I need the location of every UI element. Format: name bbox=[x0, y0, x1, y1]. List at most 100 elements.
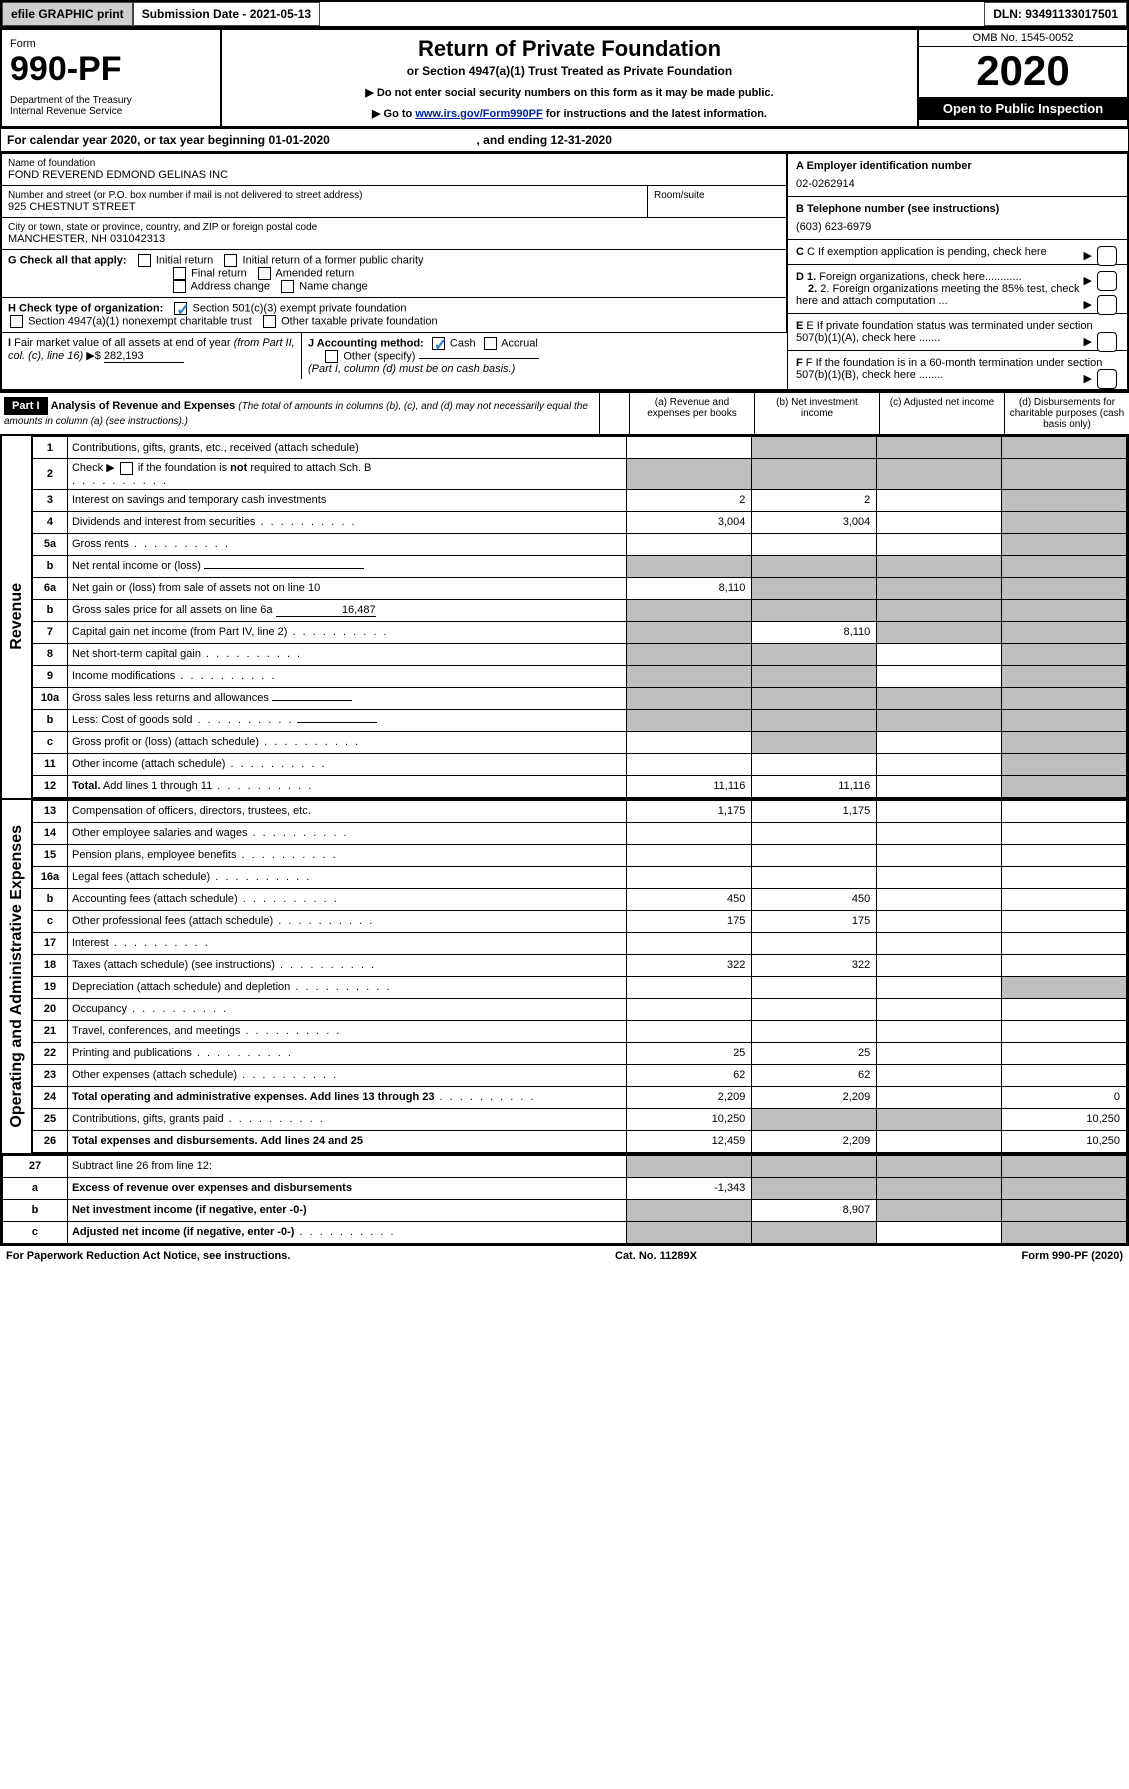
table-row: 21Travel, conferences, and meetings bbox=[33, 1020, 1127, 1042]
revenue-label: Revenue bbox=[6, 575, 28, 658]
phone-label: B Telephone number (see instructions) bbox=[796, 203, 1119, 215]
identity-block: Name of foundation FOND REVEREND EDMOND … bbox=[0, 152, 1129, 391]
checkbox-4947a1[interactable] bbox=[10, 315, 23, 328]
table-row: cGross profit or (loss) (attach schedule… bbox=[33, 731, 1127, 753]
table-row: 14Other employee salaries and wages bbox=[33, 822, 1127, 844]
checkbox-cash[interactable] bbox=[432, 337, 445, 350]
footer-form: Form 990-PF (2020) bbox=[1022, 1250, 1123, 1262]
table-row: 20Occupancy bbox=[33, 998, 1127, 1020]
addr-label: Number and street (or P.O. box number if… bbox=[8, 190, 641, 201]
phone-value: (603) 623-6979 bbox=[796, 221, 1119, 233]
table-row: 19Depreciation (attach schedule) and dep… bbox=[33, 976, 1127, 998]
table-row: 25Contributions, gifts, grants paid10,25… bbox=[33, 1108, 1127, 1130]
checkbox-501c3[interactable] bbox=[174, 302, 187, 315]
goto-note: ▶ Go to www.irs.gov/Form990PF for instru… bbox=[228, 107, 911, 120]
col-c-header: (c) Adjusted net income bbox=[879, 393, 1004, 434]
irs-link[interactable]: www.irs.gov/Form990PF bbox=[415, 108, 542, 120]
submission-date: Submission Date - 2021-05-13 bbox=[133, 2, 320, 26]
table-row: 18Taxes (attach schedule) (see instructi… bbox=[33, 954, 1127, 976]
table-row: 10aGross sales less returns and allowanc… bbox=[33, 687, 1127, 709]
foundation-name: FOND REVEREND EDMOND GELINAS INC bbox=[8, 169, 780, 181]
section-G: G Check all that apply: Initial return I… bbox=[2, 250, 787, 298]
table-row: 24Total operating and administrative exp… bbox=[33, 1086, 1127, 1108]
section-J: J Accounting method: Cash Accrual Other … bbox=[302, 333, 787, 379]
opex-table: 13Compensation of officers, directors, t… bbox=[32, 800, 1127, 1153]
table-row: 17Interest bbox=[33, 932, 1127, 954]
opex-block: Operating and Administrative Expenses 13… bbox=[0, 800, 1129, 1155]
table-row: 3Interest on savings and temporary cash … bbox=[33, 489, 1127, 511]
city-label: City or town, state or province, country… bbox=[8, 222, 780, 233]
table-row: 15Pension plans, employee benefits bbox=[33, 844, 1127, 866]
ein-value: 02-0262914 bbox=[796, 178, 1119, 190]
section-H: H Check type of organization: Section 50… bbox=[2, 298, 787, 333]
city-state-zip: MANCHESTER, NH 031042313 bbox=[8, 233, 780, 245]
table-row: aExcess of revenue over expenses and dis… bbox=[3, 1177, 1127, 1199]
checkbox-C[interactable] bbox=[1097, 246, 1117, 266]
ssn-warning: ▶ Do not enter social security numbers o… bbox=[228, 86, 911, 99]
checkbox-address-change[interactable] bbox=[173, 280, 186, 293]
table-row: 22Printing and publications2525 bbox=[33, 1042, 1127, 1064]
table-row: 23Other expenses (attach schedule)6262 bbox=[33, 1064, 1127, 1086]
checkbox-E[interactable] bbox=[1097, 332, 1117, 352]
section-I: I Fair market value of all assets at end… bbox=[2, 333, 302, 379]
top-bar: efile GRAPHIC print Submission Date - 20… bbox=[0, 0, 1129, 28]
form-header: Form 990-PF Department of the Treasury I… bbox=[0, 28, 1129, 128]
part-i-title: Analysis of Revenue and Expenses bbox=[51, 400, 236, 412]
checkbox-D1[interactable] bbox=[1097, 271, 1117, 291]
checkbox-F[interactable] bbox=[1097, 369, 1117, 389]
table-row: bGross sales price for all assets on lin… bbox=[33, 599, 1127, 621]
form-subtitle: or Section 4947(a)(1) Trust Treated as P… bbox=[228, 64, 911, 78]
table-row: 9Income modifications bbox=[33, 665, 1127, 687]
checkbox-amended[interactable] bbox=[258, 267, 271, 280]
part-i-header: Part I Analysis of Revenue and Expenses … bbox=[0, 391, 1129, 436]
opex-label: Operating and Administrative Expenses bbox=[6, 817, 28, 1136]
fmv-value: 282,193 bbox=[104, 350, 184, 363]
checkbox-final-return[interactable] bbox=[173, 267, 186, 280]
checkbox-D2[interactable] bbox=[1097, 295, 1117, 315]
section-D: D 1. Foreign organizations, check here..… bbox=[788, 265, 1127, 314]
table-row: cOther professional fees (attach schedul… bbox=[33, 910, 1127, 932]
section-E: E E If private foundation status was ter… bbox=[788, 314, 1127, 351]
table-row: 13Compensation of officers, directors, t… bbox=[33, 800, 1127, 822]
table-row: bAccounting fees (attach schedule)450450 bbox=[33, 888, 1127, 910]
col-d-header: (d) Disbursements for charitable purpose… bbox=[1004, 393, 1129, 434]
page-footer: For Paperwork Reduction Act Notice, see … bbox=[0, 1246, 1129, 1266]
checkbox-initial-return[interactable] bbox=[138, 254, 151, 267]
table-row: 16aLegal fees (attach schedule) bbox=[33, 866, 1127, 888]
checkbox-other-method[interactable] bbox=[325, 350, 338, 363]
checkbox-initial-former[interactable] bbox=[224, 254, 237, 267]
room-label: Room/suite bbox=[654, 190, 780, 201]
table-row: 7Capital gain net income (from Part IV, … bbox=[33, 621, 1127, 643]
col-b-header: (b) Net investment income bbox=[754, 393, 879, 434]
checkbox-other-taxable[interactable] bbox=[263, 315, 276, 328]
section-C: C C If exemption application is pending,… bbox=[788, 240, 1127, 265]
checkbox-name-change[interactable] bbox=[281, 280, 294, 293]
table-row: bNet investment income (if negative, ent… bbox=[3, 1199, 1127, 1221]
tax-year: 2020 bbox=[919, 47, 1127, 97]
calendar-year-row: For calendar year 2020, or tax year begi… bbox=[0, 128, 1129, 152]
table-row: 8Net short-term capital gain bbox=[33, 643, 1127, 665]
efile-print-button[interactable]: efile GRAPHIC print bbox=[2, 2, 133, 26]
omb-number: OMB No. 1545-0052 bbox=[919, 30, 1127, 47]
table-row: 26Total expenses and disbursements. Add … bbox=[33, 1130, 1127, 1152]
line27-table: 27Subtract line 26 from line 12: aExcess… bbox=[2, 1155, 1127, 1244]
footer-cat: Cat. No. 11289X bbox=[615, 1250, 697, 1262]
table-row: 5aGross rents bbox=[33, 533, 1127, 555]
part-i-tag: Part I bbox=[4, 397, 48, 415]
table-row: 6aNet gain or (loss) from sale of assets… bbox=[33, 577, 1127, 599]
table-row: 11Other income (attach schedule) bbox=[33, 753, 1127, 775]
table-row: 4Dividends and interest from securities3… bbox=[33, 511, 1127, 533]
section-F: F F If the foundation is in a 60-month t… bbox=[788, 351, 1127, 387]
col-a-header: (a) Revenue and expenses per books bbox=[629, 393, 754, 434]
footer-left: For Paperwork Reduction Act Notice, see … bbox=[6, 1250, 290, 1262]
checkbox-sch-b[interactable] bbox=[120, 462, 133, 475]
dln-label: DLN: 93491133017501 bbox=[984, 2, 1127, 26]
ein-label: A Employer identification number bbox=[796, 160, 1119, 172]
table-row: 12Total. Add lines 1 through 1111,11611,… bbox=[33, 775, 1127, 797]
table-row: 27Subtract line 26 from line 12: bbox=[3, 1155, 1127, 1177]
dept-label: Department of the Treasury Internal Reve… bbox=[10, 95, 212, 117]
street-address: 925 CHESTNUT STREET bbox=[8, 201, 641, 213]
form-number: 990-PF bbox=[10, 50, 212, 89]
checkbox-accrual[interactable] bbox=[484, 337, 497, 350]
name-label: Name of foundation bbox=[8, 158, 780, 169]
